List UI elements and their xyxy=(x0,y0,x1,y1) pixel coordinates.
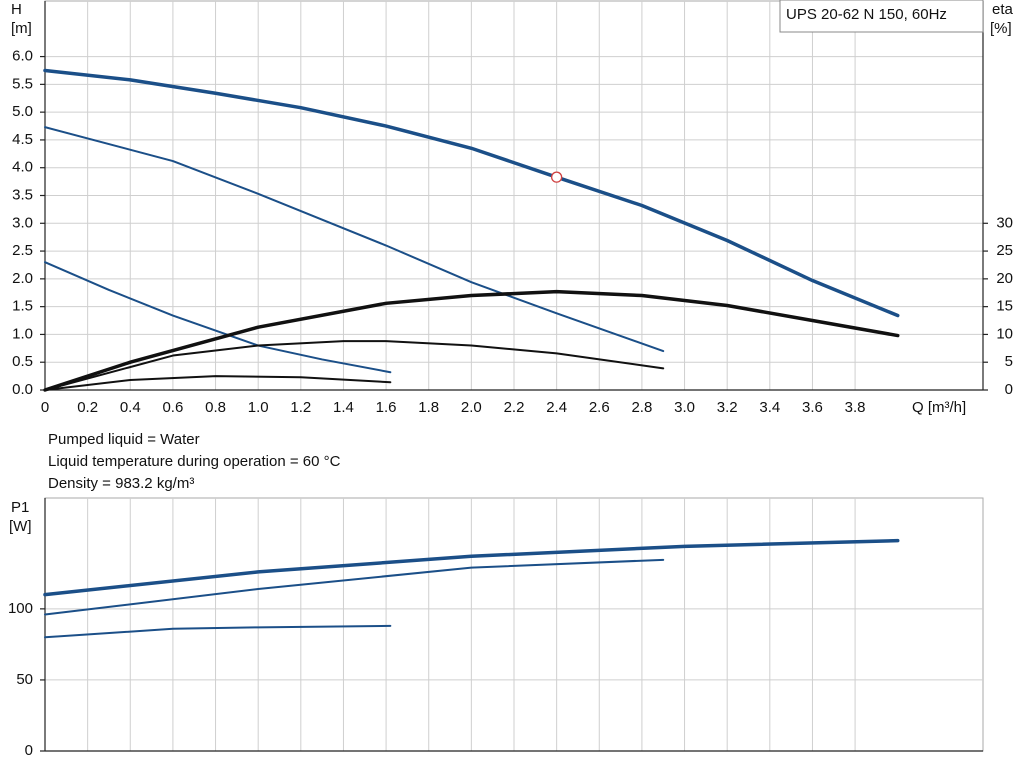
x-tick-label: 0 xyxy=(41,399,49,416)
curve xyxy=(43,538,900,597)
y-tick-label: 5.0 xyxy=(12,103,33,120)
info-line: Liquid temperature during operation = 60… xyxy=(48,453,341,470)
y-label: [W] xyxy=(9,518,32,535)
chart-title: UPS 20-62 N 150, 60Hz xyxy=(786,6,947,23)
y2-tick-label: 0 xyxy=(1005,381,1013,398)
x-tick-label: 2.6 xyxy=(589,399,610,416)
y-label: [m] xyxy=(11,20,32,37)
y-tick-label: 50 xyxy=(16,671,33,688)
x-tick-label: 3.0 xyxy=(674,399,695,416)
title-box xyxy=(779,0,984,33)
x-tick-label: 0.2 xyxy=(77,399,98,416)
y2-label: [%] xyxy=(990,20,1012,37)
y-tick-label: 2.0 xyxy=(12,270,33,287)
y2-tick-label: 5 xyxy=(1005,353,1013,370)
y-label: H xyxy=(11,1,22,18)
y-tick-label: 2.5 xyxy=(12,242,33,259)
y-tick-label: 4.0 xyxy=(12,159,33,176)
operating-point xyxy=(550,171,563,183)
x-tick-label: 1.0 xyxy=(248,399,269,416)
x-tick-label: 3.2 xyxy=(717,399,738,416)
curve xyxy=(43,68,900,318)
x-tick-label: 0.8 xyxy=(205,399,226,416)
y-tick-label: 1.5 xyxy=(12,298,33,315)
y2-tick-label: 10 xyxy=(996,325,1013,342)
curve xyxy=(44,261,392,374)
y-tick-label: 1.0 xyxy=(12,325,33,342)
y2-tick-label: 15 xyxy=(996,298,1013,315)
y-tick-label: 3.0 xyxy=(12,214,33,231)
y-label: P1 xyxy=(11,499,29,516)
x-tick-label: 0.6 xyxy=(162,399,183,416)
curve xyxy=(44,126,665,353)
x-tick-label: 3.6 xyxy=(802,399,823,416)
curve xyxy=(44,375,392,391)
info-line: Pumped liquid = Water xyxy=(48,431,200,448)
x-tick-label: 1.4 xyxy=(333,399,354,416)
y-tick-label: 3.5 xyxy=(12,186,33,203)
curve xyxy=(43,289,900,392)
x-tick-label: 1.6 xyxy=(376,399,397,416)
y-tick-label: 6.0 xyxy=(12,48,33,65)
x-tick-label: 2.0 xyxy=(461,399,482,416)
y-tick-label: 0.5 xyxy=(12,353,33,370)
x-tick-label: 3.4 xyxy=(759,399,780,416)
y2-label: eta xyxy=(992,1,1014,18)
y2-tick-label: 25 xyxy=(996,242,1013,259)
curve xyxy=(44,558,665,616)
x-tick-label: 2.4 xyxy=(546,399,567,416)
curve xyxy=(44,340,665,391)
info-line: Density = 983.2 kg/m³ xyxy=(48,475,194,492)
x-tick-label: 3.8 xyxy=(845,399,866,416)
y2-tick-label: 30 xyxy=(996,214,1013,231)
y-tick-label: 0 xyxy=(25,742,33,759)
y-tick-label: 4.5 xyxy=(12,131,33,148)
y-tick-label: 100 xyxy=(8,600,33,617)
y-tick-label: 5.5 xyxy=(12,75,33,92)
y2-tick-label: 20 xyxy=(996,270,1013,287)
x-tick-label: 1.8 xyxy=(418,399,439,416)
curve xyxy=(44,624,392,639)
x-label: Q [m³/h] xyxy=(912,399,966,416)
y-tick-label: 0.0 xyxy=(12,381,33,398)
x-tick-label: 0.4 xyxy=(120,399,141,416)
x-tick-label: 2.2 xyxy=(504,399,525,416)
x-tick-label: 1.2 xyxy=(290,399,311,416)
x-tick-label: 2.8 xyxy=(631,399,652,416)
